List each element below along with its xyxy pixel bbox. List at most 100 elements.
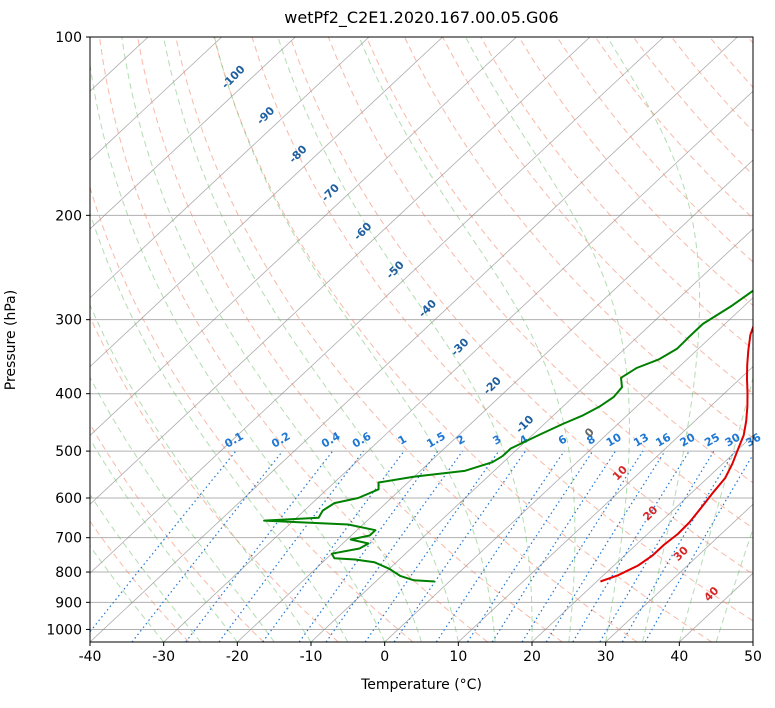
moist-adiabat-line bbox=[90, 376, 275, 642]
dry-adiabat-line bbox=[90, 315, 339, 642]
dry-adiabat-line bbox=[99, 37, 488, 642]
axis-ticks: -40 -30 -20 -10 0 10 20 30 40 5010009008007006005… bbox=[46, 30, 762, 665]
dry-adiabat-label: -90 bbox=[254, 104, 277, 127]
mixing-ratio-line bbox=[572, 450, 690, 642]
dry-adiabat-label: -40 bbox=[416, 297, 439, 320]
x-tick-label: 40 bbox=[670, 649, 688, 665]
moist-adiabat-line bbox=[90, 438, 238, 642]
mixing-ratio-line bbox=[131, 450, 284, 642]
x-tick-label: -40 bbox=[79, 649, 102, 665]
y-tick-label: 1000 bbox=[46, 622, 82, 638]
mixing-ratio-label: 16 bbox=[653, 430, 673, 449]
mixing-ratio-line bbox=[599, 450, 715, 642]
dry-adiabat-line bbox=[480, 37, 753, 351]
isotherm-line bbox=[605, 503, 753, 642]
dry-adiabat-line bbox=[747, 37, 753, 44]
mixing-ratio-label: 0.4 bbox=[319, 429, 343, 450]
y-tick-label: 300 bbox=[55, 313, 82, 329]
x-tick-label: 10 bbox=[449, 649, 467, 665]
x-tick-label: 50 bbox=[744, 649, 762, 665]
dry-adiabat-line bbox=[90, 520, 190, 642]
dry-adiabat-label: -30 bbox=[448, 335, 471, 358]
moist-adiabat-line bbox=[121, 37, 422, 642]
dry-adiabat-line bbox=[556, 37, 753, 263]
isotherm-line bbox=[458, 366, 753, 642]
isotherm-line bbox=[0, 37, 1, 642]
x-tick-label: 20 bbox=[523, 649, 541, 665]
moist-adiabat-line bbox=[678, 375, 753, 642]
mixing-ratio-line bbox=[393, 450, 526, 642]
mixing-ratio-label: 0.6 bbox=[350, 429, 374, 450]
mixing-ratio-line bbox=[435, 450, 565, 642]
profile-line bbox=[263, 289, 753, 583]
mixing-ratio-label: 10 bbox=[604, 430, 624, 449]
y-tick-label: 400 bbox=[55, 387, 82, 403]
dry-adiabat-label: -50 bbox=[384, 258, 407, 281]
mixing-ratio-label: 20 bbox=[678, 430, 698, 449]
moist-adiabat-line bbox=[606, 37, 701, 642]
x-tick-label: 0 bbox=[380, 649, 389, 665]
y-tick-label: 200 bbox=[55, 208, 82, 224]
y-axis-label: Pressure (hPa) bbox=[3, 289, 19, 391]
dry-adiabat-line bbox=[213, 37, 712, 642]
dry-adiabat-line bbox=[709, 37, 753, 89]
chart-title: wetPf2_C2E1.2020.167.00.05.G06 bbox=[284, 8, 559, 27]
dry-adiabat-label: -60 bbox=[351, 220, 374, 243]
mixing-ratio-label: 36 bbox=[744, 430, 764, 449]
y-tick-label: 800 bbox=[55, 565, 82, 581]
y-tick-label: 600 bbox=[55, 491, 82, 507]
dry-adiabat-line bbox=[251, 37, 753, 622]
isotherm-line bbox=[531, 434, 753, 642]
isotherm-line bbox=[90, 37, 664, 574]
isotherm-line bbox=[90, 37, 370, 299]
axes-frame bbox=[89, 36, 754, 643]
isotherm-line bbox=[384, 297, 753, 642]
mixing-ratio-line bbox=[185, 450, 334, 642]
moist-adiabat-line bbox=[163, 37, 459, 642]
dry-adiabat-label: 40 bbox=[701, 584, 721, 604]
isotherm-line bbox=[90, 37, 149, 92]
isotherm-line bbox=[90, 37, 517, 437]
isotherm-line bbox=[90, 37, 443, 368]
dry-adiabat-line bbox=[175, 37, 638, 642]
x-tick-label: -30 bbox=[152, 649, 175, 665]
dry-adiabat-line bbox=[518, 37, 753, 307]
dry-adiabat-label: 30 bbox=[671, 544, 691, 564]
moist-adiabat-line bbox=[715, 527, 753, 642]
profile-line bbox=[600, 324, 753, 583]
x-tick-label: -20 bbox=[226, 649, 249, 665]
isotherm-line bbox=[90, 37, 296, 230]
moist-adiabat-line bbox=[90, 211, 349, 642]
isotherm-line bbox=[679, 572, 753, 642]
isotherm-line bbox=[90, 37, 591, 505]
moist-adiabat-line bbox=[214, 37, 496, 642]
mixing-ratio-line bbox=[621, 450, 735, 642]
isotherm-line bbox=[163, 90, 753, 642]
mixing-ratio-label: 13 bbox=[631, 431, 651, 450]
dry-adiabat-label: -100 bbox=[219, 63, 248, 92]
moist-adiabat-line bbox=[90, 493, 201, 642]
mixing-ratio-line bbox=[364, 450, 500, 642]
moist-adiabat-line bbox=[277, 37, 533, 642]
mixing-ratio-label: 1 bbox=[396, 433, 409, 448]
mixing-ratio-line bbox=[466, 450, 594, 642]
mixing-ratio-line bbox=[218, 450, 364, 642]
moist-adiabat-line bbox=[465, 37, 630, 642]
mixing-ratio-label: 1.5 bbox=[424, 430, 447, 451]
mixing-ratio-label: 0.1 bbox=[222, 430, 245, 451]
isotherm-line bbox=[90, 37, 738, 642]
isotherm-line bbox=[752, 641, 753, 642]
mixing-ratio-label: 2 bbox=[454, 433, 467, 448]
mixing-ratio-line bbox=[491, 450, 616, 642]
mixing-ratio-line bbox=[90, 450, 237, 633]
dry-adiabat-line bbox=[289, 37, 753, 575]
background-lines bbox=[0, 37, 753, 642]
x-tick-label: -10 bbox=[300, 649, 323, 665]
mixing-ratio-line bbox=[325, 450, 464, 642]
moist-adiabat-line bbox=[90, 60, 386, 642]
dry-adiabat-line bbox=[90, 423, 264, 642]
dry-adiabat-line bbox=[632, 37, 753, 176]
y-tick-label: 500 bbox=[55, 444, 82, 460]
dry-adiabat-label: -10 bbox=[513, 412, 536, 435]
